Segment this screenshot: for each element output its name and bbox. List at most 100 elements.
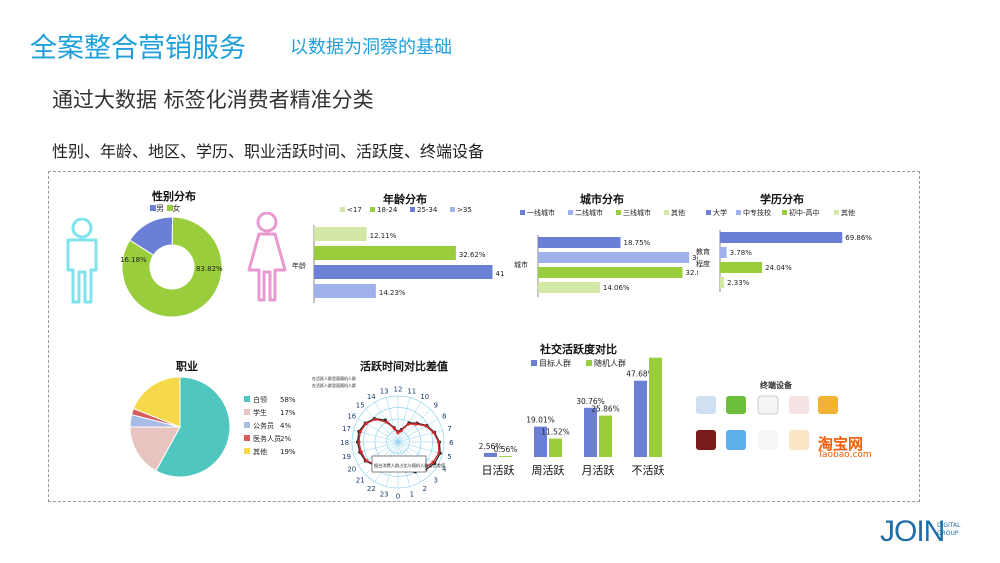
data-label: 2.33% bbox=[727, 279, 750, 287]
legend-swatch bbox=[616, 210, 621, 215]
legend-female: 女 bbox=[172, 204, 181, 213]
male-person-icon bbox=[66, 218, 98, 304]
pie-slice bbox=[129, 426, 181, 472]
legend-label: 中专技校 bbox=[743, 208, 771, 217]
radar-axis-label: 4 bbox=[442, 466, 447, 474]
data-label: 58% bbox=[280, 396, 296, 404]
legend-label: 其他 bbox=[253, 447, 267, 456]
legend-swatch bbox=[520, 210, 525, 215]
bar bbox=[634, 380, 647, 457]
data-label: 2% bbox=[280, 435, 291, 443]
legend-swatch bbox=[568, 210, 573, 215]
category-label: 教育 bbox=[696, 247, 710, 256]
app-icon bbox=[696, 396, 716, 414]
bar bbox=[484, 452, 497, 457]
data-label: 2.56% bbox=[479, 442, 503, 451]
dimensions-text: 性别、年龄、地区、学历、职业活跃时间、活跃度、终端设备 bbox=[52, 142, 485, 161]
data-label: 25.86% bbox=[591, 405, 620, 414]
bar bbox=[538, 267, 683, 278]
radar-axis-label: 15 bbox=[356, 401, 365, 409]
legend-swatch bbox=[450, 207, 455, 212]
data-label: 4% bbox=[280, 422, 291, 430]
app-icon bbox=[789, 430, 809, 450]
radar-axis-label: 22 bbox=[367, 485, 376, 493]
bar bbox=[720, 262, 763, 273]
data-label: 47.68% bbox=[626, 370, 655, 379]
brand-tag-1: DIGITAL bbox=[937, 522, 961, 529]
radar-point bbox=[396, 431, 400, 435]
radar-point bbox=[431, 460, 435, 464]
data-label: 17% bbox=[280, 409, 296, 417]
app-icon bbox=[758, 430, 778, 450]
bar bbox=[720, 232, 843, 243]
category-label: 月活跃 bbox=[582, 463, 615, 477]
category-label: 城市 bbox=[514, 260, 528, 269]
device-app-icons bbox=[696, 395, 838, 450]
social-chart-title: 社交活跃度对比 bbox=[540, 343, 617, 356]
legend-male: 男 bbox=[156, 204, 164, 213]
radar-axis-label: 9 bbox=[433, 401, 437, 409]
legend-swatch bbox=[244, 422, 250, 428]
data-label: 30.76% bbox=[576, 397, 605, 406]
age-chart-title: 年龄分布 bbox=[383, 193, 427, 206]
data-label: 12.11% bbox=[370, 232, 397, 240]
page-title: 全案整合营销服务 bbox=[30, 33, 246, 64]
legend-label: 白领 bbox=[253, 395, 267, 404]
app-icon bbox=[818, 396, 838, 414]
gender-legend: 男 女 bbox=[150, 203, 181, 214]
radar-spoke bbox=[397, 441, 438, 466]
bar bbox=[314, 284, 376, 298]
radar-point bbox=[384, 420, 389, 424]
data-label: 83.82% bbox=[196, 265, 223, 273]
data-label: 16.18% bbox=[120, 256, 147, 264]
app-icon bbox=[789, 396, 809, 414]
radar-spoke bbox=[397, 397, 411, 443]
annotation-box bbox=[371, 455, 427, 473]
radar-axis-label: 1 bbox=[410, 491, 414, 499]
gender-chart-title: 性别分布 bbox=[152, 190, 196, 203]
category-label: 程度 bbox=[696, 259, 710, 268]
legend-label: 三线城市 bbox=[623, 208, 651, 217]
gender-donut-chart: 16.18% 83.82% bbox=[120, 216, 223, 318]
pie-slice bbox=[155, 376, 231, 478]
data-label: 14.23% bbox=[379, 289, 406, 297]
legend-label: <17 bbox=[347, 206, 362, 214]
category-label: 周活跃 bbox=[532, 463, 565, 477]
female-person-icon bbox=[247, 212, 287, 302]
data-label: 19.01% bbox=[526, 416, 555, 425]
legend-label: 在活跃人群里面随机人群 bbox=[312, 375, 356, 381]
donut-slice bbox=[121, 216, 223, 318]
radar-axis-label: 20 bbox=[347, 466, 356, 474]
data-label: 69.86% bbox=[845, 234, 872, 242]
legend-swatch bbox=[706, 210, 711, 215]
legend-label: 医务人员 bbox=[253, 434, 281, 443]
bar bbox=[649, 357, 662, 457]
legend-swatch bbox=[244, 396, 250, 402]
legend-label: 目标人群 bbox=[539, 358, 571, 368]
data-label: 18.75% bbox=[624, 239, 651, 247]
annotation-text: 据白消费人群占比与随机人群占比差值 bbox=[374, 462, 445, 469]
legend-label: 一线城市 bbox=[527, 208, 555, 217]
radar-axis-label: 14 bbox=[367, 393, 376, 401]
radar-spoke bbox=[397, 441, 443, 455]
data-label: 19% bbox=[280, 448, 296, 456]
radar-point bbox=[437, 451, 441, 455]
radar-point bbox=[436, 440, 441, 444]
radar-axis-label: 18 bbox=[340, 439, 349, 447]
category-label: 不活跃 bbox=[632, 463, 665, 477]
brand-logo: JOIN bbox=[880, 515, 945, 548]
legend-swatch bbox=[834, 210, 839, 215]
data-label: 32.62% bbox=[459, 251, 486, 259]
radar-point bbox=[359, 450, 363, 454]
radar-spoke bbox=[385, 397, 399, 443]
bar bbox=[584, 407, 597, 457]
legend-label: 其他 bbox=[841, 208, 855, 217]
legend-swatch bbox=[340, 207, 345, 212]
radar-axis-label: 5 bbox=[447, 453, 451, 461]
legend-label: 大学 bbox=[713, 208, 727, 217]
radar-axis-label: 3 bbox=[433, 477, 437, 485]
radar-point bbox=[357, 440, 361, 444]
bar bbox=[538, 237, 621, 248]
